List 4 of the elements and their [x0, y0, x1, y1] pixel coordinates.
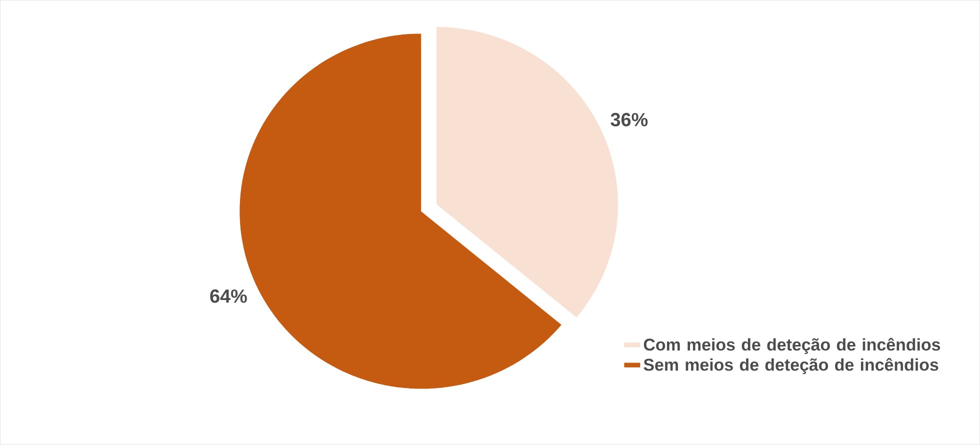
data-label: 64% [210, 290, 247, 304]
legend-label: Com meios de deteção de incêndios [644, 338, 940, 354]
legend-label: Sem meios de deteção de incêndios [644, 358, 938, 374]
data-label: 36% [610, 113, 648, 127]
